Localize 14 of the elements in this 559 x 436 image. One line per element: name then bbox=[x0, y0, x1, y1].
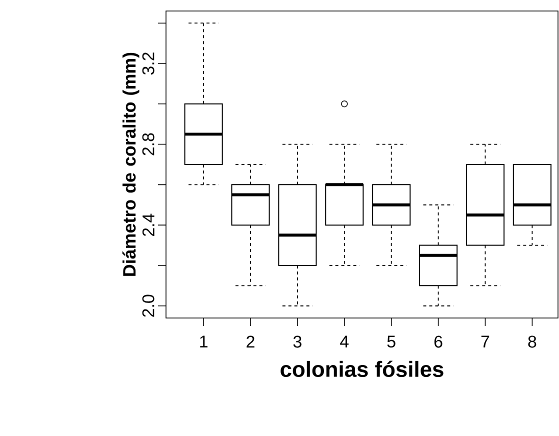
x-tick-label: 2 bbox=[246, 336, 254, 348]
x-axis-title: colonias fósiles bbox=[280, 360, 444, 378]
y-tick-label: 2.8 bbox=[142, 133, 154, 156]
x-tick-label: 8 bbox=[528, 336, 536, 348]
y-tick-label: 3.2 bbox=[142, 52, 154, 75]
x-tick-label: 3 bbox=[293, 336, 302, 348]
x-tick-label: 7 bbox=[481, 336, 490, 348]
x-tick-label: 1 bbox=[200, 336, 208, 348]
x-tick-label: 6 bbox=[434, 336, 442, 348]
x-tick-label: 5 bbox=[387, 336, 396, 348]
y-axis-title: Diámetro de coralito (mm) bbox=[122, 52, 140, 276]
y-tick-label: 2.0 bbox=[142, 294, 154, 317]
x-tick-label: 4 bbox=[340, 336, 349, 348]
y-tick-label: 2.4 bbox=[142, 214, 154, 236]
